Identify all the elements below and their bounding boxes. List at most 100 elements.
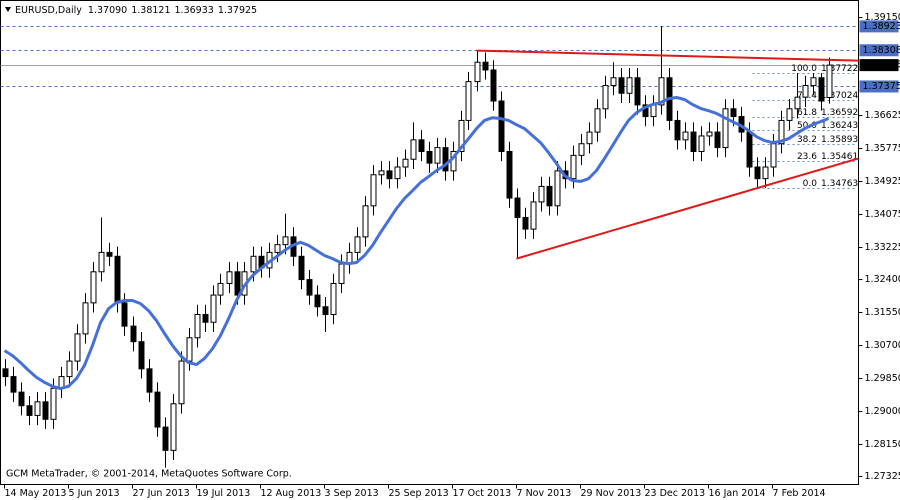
candle-body (522, 216, 529, 230)
trendline (516, 157, 859, 260)
fib-ratio: 61.8 (797, 108, 817, 118)
fib-price: 1.34763 (821, 179, 858, 189)
x-tick-label: 3 Sep 2013 (325, 488, 379, 499)
fib-ratio: 38.2 (797, 135, 817, 145)
candle-body (714, 131, 721, 149)
candle-body (650, 104, 657, 118)
candle-body (138, 341, 145, 370)
fib-ratio: 100.0 (791, 64, 817, 74)
y-tick-label: 1.35775 (865, 143, 900, 154)
candle-body (202, 313, 209, 323)
candle-body (362, 205, 369, 238)
candle-body (106, 251, 113, 257)
candle-body (786, 108, 793, 121)
candle-body (306, 279, 313, 296)
candle-body (146, 368, 153, 393)
candle-body (186, 337, 193, 362)
x-tick-label: 17 Oct 2013 (453, 488, 512, 499)
quote-high: 1.38121 (131, 5, 170, 16)
candle-body (442, 147, 449, 172)
candle-body (634, 77, 641, 106)
y-tick-label: 1.34075 (865, 209, 900, 220)
candle-body (234, 271, 241, 296)
candle-body (162, 426, 169, 451)
candle-body (217, 282, 224, 296)
fib-price: 1.37722 (821, 64, 858, 74)
candle-body (34, 401, 41, 416)
candle-body (586, 131, 593, 145)
candle-body (322, 306, 329, 315)
candle-body (42, 401, 49, 420)
last-price-label: 1.37925 (863, 60, 900, 71)
candle-body (674, 119, 681, 141)
candle-body (170, 403, 177, 451)
candle-body (74, 333, 81, 362)
candle-body (178, 360, 185, 405)
candle-body (154, 391, 161, 428)
y-tick-label: 1.29000 (865, 406, 900, 417)
fib-price: 1.35893 (821, 135, 858, 145)
level-price-box (859, 80, 899, 93)
candle-body (410, 139, 417, 160)
fib-ratio: 0.0 (803, 179, 818, 189)
candle-body (121, 302, 128, 327)
candle-body (474, 61, 481, 83)
candle-body (802, 85, 809, 98)
candle-body (298, 255, 305, 281)
candle-body (570, 154, 577, 180)
candle-body (770, 143, 777, 168)
candle-body (546, 185, 553, 207)
y-tick-label: 1.27325 (865, 471, 900, 482)
candle-body (82, 302, 89, 335)
candle-body (226, 271, 233, 284)
candle-body (114, 255, 121, 304)
x-tick-label: 29 Nov 2013 (581, 488, 642, 499)
y-tick-label: 1.36625 (865, 110, 900, 121)
candle-body (754, 166, 761, 180)
candle-body (578, 143, 585, 156)
x-tick-label: 25 Sep 2013 (389, 488, 449, 499)
last-price-box (859, 59, 899, 72)
candle-body (810, 77, 817, 87)
candle-body (690, 131, 697, 152)
fib-price: 1.35461 (821, 152, 858, 162)
fib-ratio: 23.6 (797, 152, 817, 162)
plot-layer: 100.01.3772276.41.3702461.81.3659250.01.… (0, 26, 859, 468)
candle-body (426, 150, 433, 164)
menu-arrow[interactable] (5, 7, 11, 12)
candle-body (554, 170, 561, 207)
candle-body (618, 77, 625, 94)
y-tick-label: 1.32400 (865, 274, 900, 285)
x-tick-label: 19 Jul 2013 (197, 488, 251, 499)
x-tick-label: 27 Jun 2013 (133, 488, 190, 499)
candle-body (762, 166, 769, 180)
candle-body (314, 294, 321, 308)
x-tick-label: 7 Feb 2014 (773, 488, 826, 499)
quote-close: 1.37925 (218, 5, 257, 16)
candle-body (498, 100, 505, 152)
candle-body (210, 294, 217, 323)
candle-body (402, 158, 409, 168)
candle-body (698, 135, 705, 152)
y-tick-label: 1.29850 (865, 373, 900, 384)
candle-body (506, 150, 513, 199)
symbol: EURUSD,Daily (15, 5, 82, 16)
chart-header: EURUSD,Daily 1.37090 1.38121 1.36933 1.37925 (15, 5, 257, 16)
plot-frame (0, 0, 859, 485)
candle-body (370, 174, 377, 207)
candle-body (90, 271, 97, 304)
candle-body (330, 282, 337, 315)
candle-body (778, 119, 785, 145)
candle-body (538, 185, 545, 203)
candle-body (482, 61, 489, 71)
level-price-box (859, 44, 899, 57)
candle-body (274, 244, 281, 253)
x-tick-label: 12 Aug 2013 (261, 488, 322, 499)
candle-body (386, 170, 393, 180)
candle-body (626, 77, 633, 94)
candle-body (465, 81, 472, 121)
level-price-label: 1.38308 (863, 45, 900, 56)
candle-body (338, 263, 345, 284)
candle-body (282, 236, 289, 246)
